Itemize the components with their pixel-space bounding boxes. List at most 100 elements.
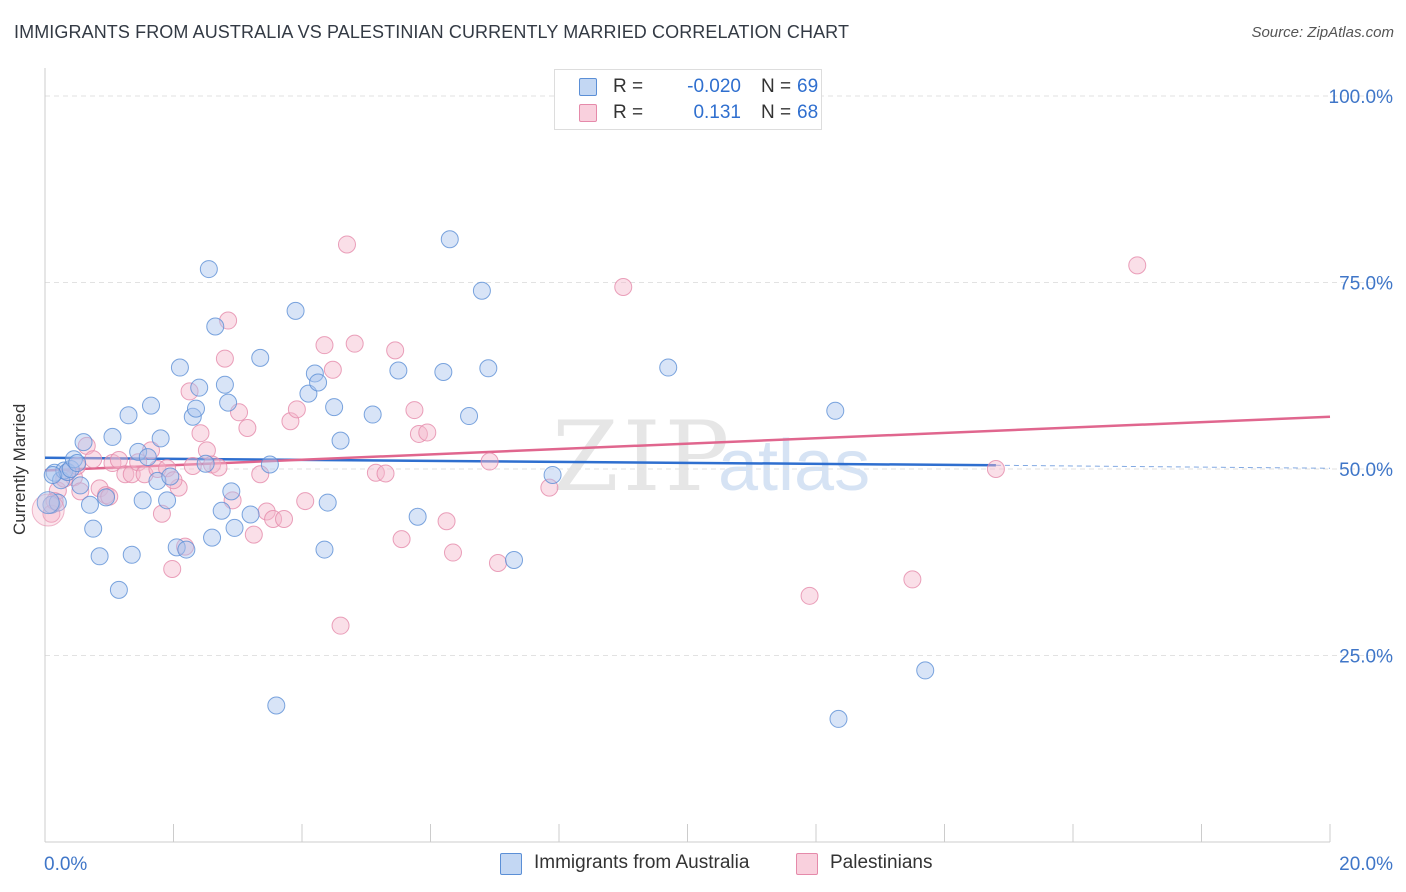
n-value: 69 [797, 76, 819, 97]
australia-point [161, 467, 180, 486]
australia-point [219, 393, 238, 412]
australia-point [122, 545, 141, 564]
australia-trend-line [44, 456, 996, 467]
australia-point [68, 454, 87, 473]
palestinian-point [281, 412, 300, 431]
australia-point [505, 551, 524, 570]
australia-point [389, 361, 408, 380]
r-value: 0.131 [693, 102, 741, 123]
pink-swatch [579, 104, 597, 122]
australia-point [659, 358, 678, 377]
australia-point [251, 348, 270, 367]
palestinian-point [31, 493, 65, 527]
correlation-legend: R = -0.020 N = 69 R = 0.131 N = 68 [554, 69, 822, 130]
palestinian-point [191, 424, 210, 443]
australia-point [916, 661, 935, 680]
legend-label: Immigrants from Australia [534, 852, 750, 873]
palestinian-point [337, 235, 356, 254]
n-value: 68 [797, 102, 819, 123]
palestinian-point [223, 491, 242, 510]
australia-point [222, 482, 241, 501]
australia-point [103, 427, 122, 446]
palestinian-point [488, 553, 507, 572]
n-label: N = [761, 76, 792, 97]
australia-point [318, 493, 337, 512]
australia-point [286, 301, 305, 320]
australia-point [119, 406, 138, 425]
r-label: R = [613, 102, 644, 123]
australia-point [408, 507, 427, 526]
trend-lines [44, 415, 1331, 472]
australia-point [43, 465, 62, 484]
palestinian-point [122, 465, 141, 484]
australia-point [133, 491, 152, 510]
australia-point [325, 398, 344, 417]
legend-label: Palestinians [830, 852, 933, 873]
palestinian-point [84, 450, 103, 469]
australia-point [460, 407, 479, 426]
australia-point [109, 580, 128, 599]
australia-point [829, 709, 848, 728]
australia-point [80, 495, 99, 514]
australia-point [71, 476, 90, 495]
palestinian-point [376, 464, 395, 483]
grid-lines [45, 95, 1392, 656]
tick-labels: 25.0% 50.0% 75.0% 100.0% 0.0% 20.0% [44, 87, 1393, 875]
palestinian-point [331, 616, 350, 635]
palestinian-point [437, 512, 456, 531]
r-label: R = [613, 76, 644, 97]
palestinian-point [323, 360, 342, 379]
blue-swatch [579, 78, 597, 96]
australia-point [190, 378, 209, 397]
palestinian-point [345, 334, 364, 353]
australia-point [97, 488, 116, 507]
australia-point [315, 540, 334, 559]
australia-point [177, 540, 196, 559]
australia-point [142, 396, 161, 415]
australia-point [260, 455, 279, 474]
australia-point [267, 696, 286, 715]
australia-point [363, 405, 382, 424]
australia-point [196, 454, 215, 473]
palestinian-point [244, 525, 263, 544]
australia-point [309, 373, 328, 392]
australia-point [48, 493, 67, 512]
palestinian-point [1128, 256, 1147, 275]
palestinian-point [443, 543, 462, 562]
chart-title: IMMIGRANTS FROM AUSTRALIA VS PALESTINIAN… [14, 22, 850, 42]
palestinian-point [116, 465, 135, 484]
australia-point [826, 401, 845, 420]
palestinian-point [197, 441, 216, 460]
australia-point [129, 442, 148, 461]
pink-swatch [796, 853, 818, 875]
australia-point [440, 230, 459, 249]
palestinian-point [264, 509, 283, 528]
australia-point [215, 375, 234, 394]
palestinian-point [315, 336, 334, 355]
palestinian-point [480, 452, 499, 471]
palestinian-point [180, 382, 199, 401]
australia-point [74, 433, 93, 452]
watermark-zip: ZIP [552, 401, 733, 513]
data-points [31, 230, 1147, 728]
palestinian-trend-line [44, 415, 1331, 472]
palestinian-point [71, 482, 90, 501]
palestinian-point [418, 423, 437, 442]
australia-point [170, 358, 189, 377]
australia-point [84, 519, 103, 538]
n-label: N = [761, 102, 792, 123]
australia-point [90, 547, 109, 566]
axes [44, 68, 1331, 843]
y-tick-label: 100.0% [1329, 87, 1394, 108]
y-tick-label: 25.0% [1339, 647, 1393, 668]
palestinian-point [287, 400, 306, 419]
palestinian-point [215, 349, 234, 368]
palestinian-point [986, 460, 1005, 478]
australia-point [138, 448, 157, 467]
australia-point [479, 359, 498, 378]
palestinian-point [296, 492, 315, 511]
x-tick-label: 0.0% [44, 854, 87, 875]
blue-swatch [500, 853, 522, 875]
